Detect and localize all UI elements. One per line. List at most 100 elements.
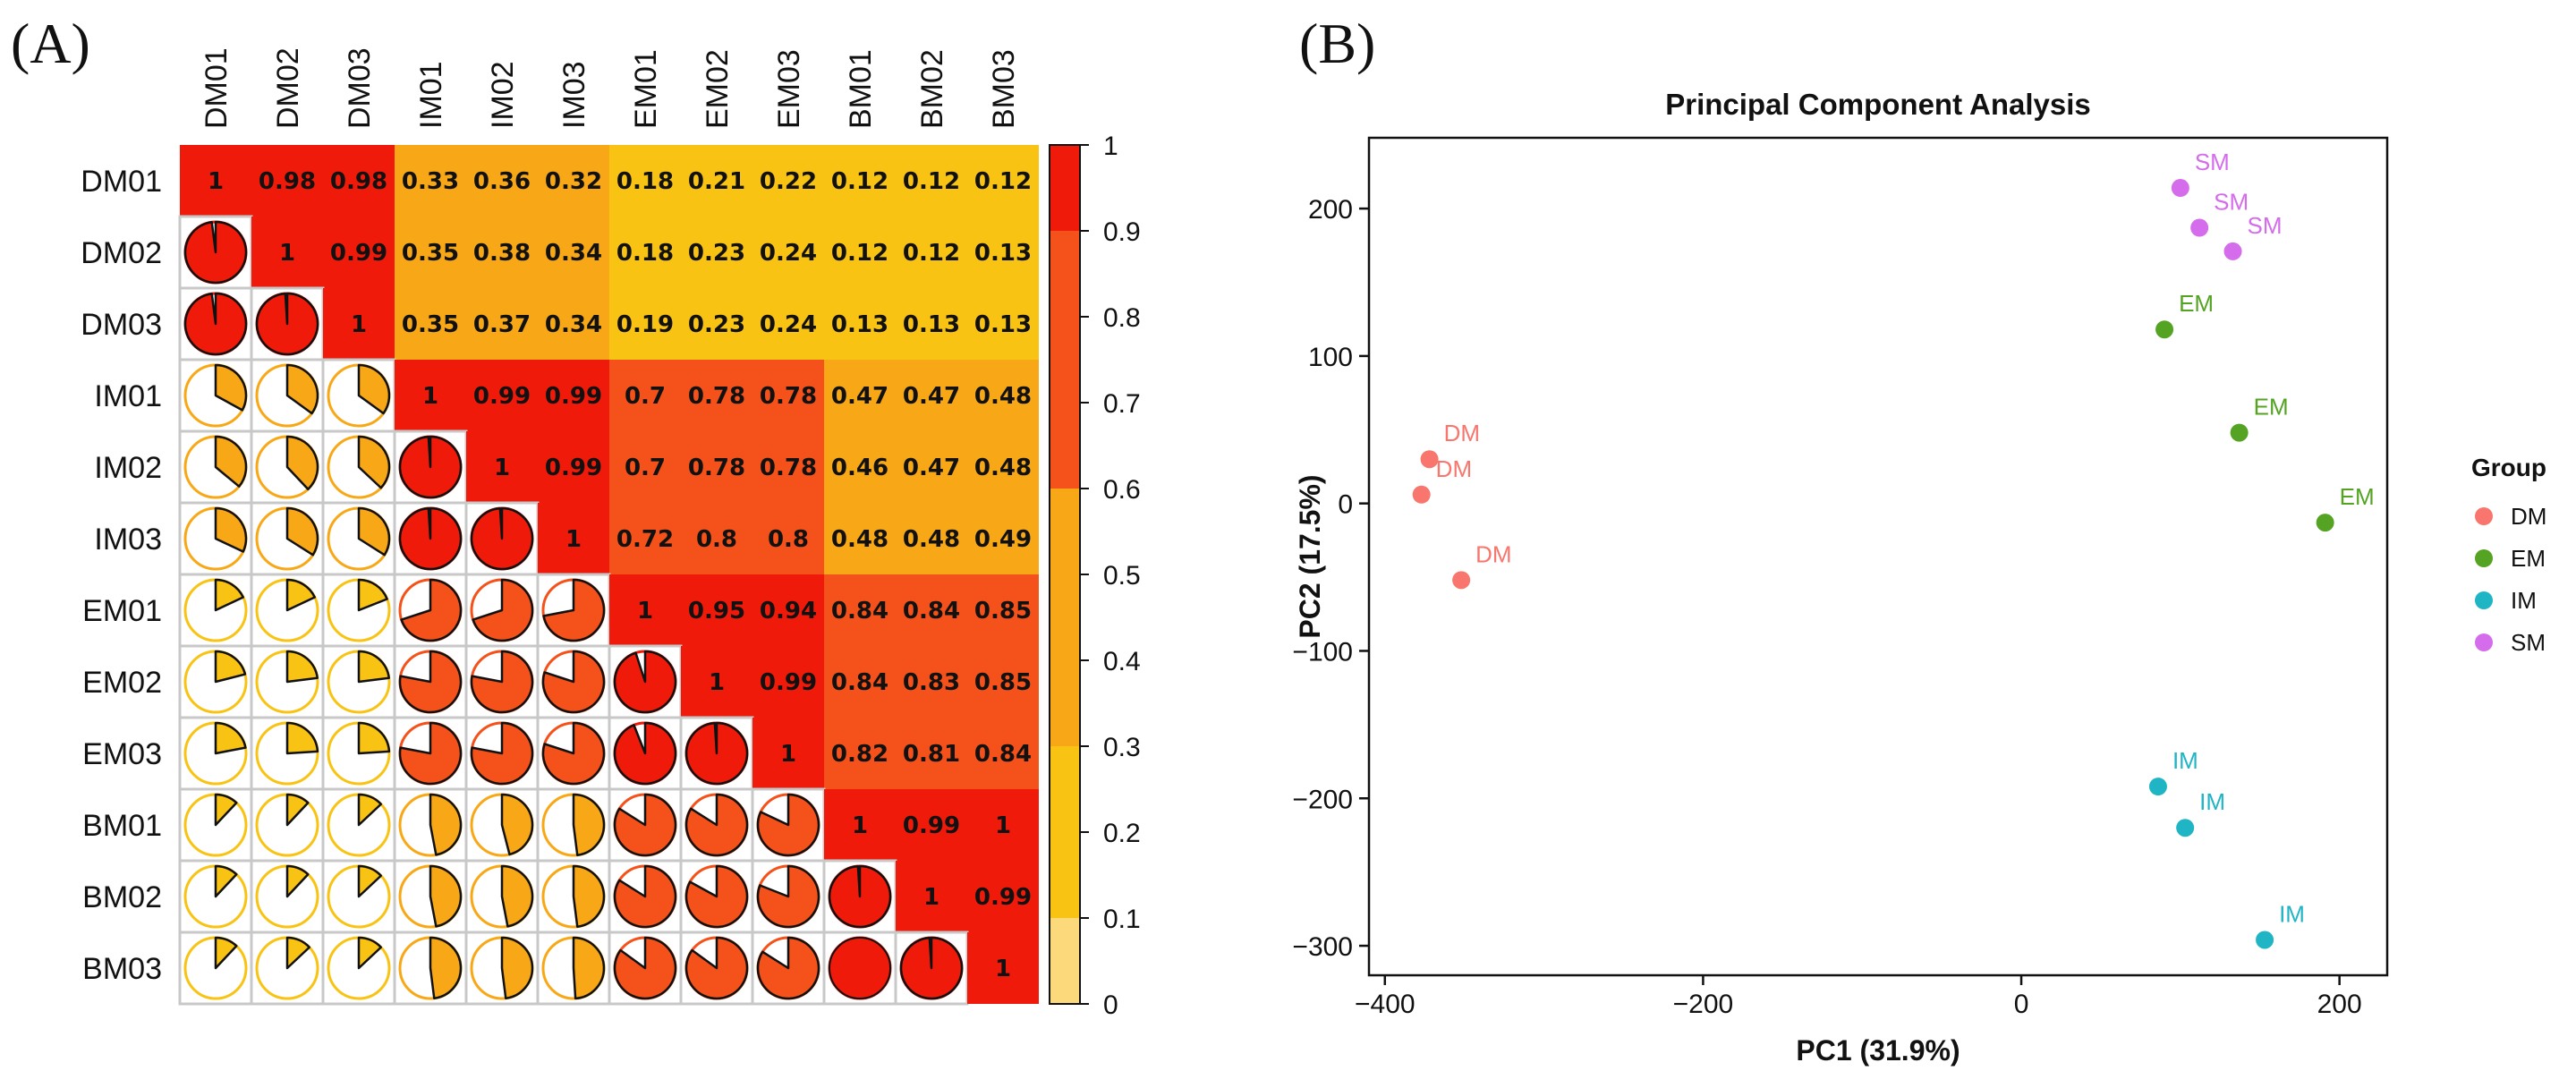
- pie-slice: [255, 292, 319, 356]
- cell-value-label: 0.72: [616, 526, 674, 553]
- pie-slice: [542, 578, 606, 642]
- heatmap-cell: [824, 431, 896, 503]
- heatmap-cell: [752, 503, 824, 574]
- pie-slice: [398, 721, 463, 786]
- cell-value-label: 0.35: [402, 311, 459, 338]
- cell-value-label: 0.78: [688, 383, 745, 410]
- data-point-em: [2316, 514, 2334, 532]
- pie-slice: [285, 864, 310, 898]
- data-point-dm: [1412, 485, 1431, 504]
- cell-value-label: 0.18: [616, 240, 674, 267]
- row-label: DM01: [81, 165, 162, 199]
- data-point-em: [2155, 320, 2174, 339]
- x-axis-label: PC1 (31.9%): [1796, 1034, 1960, 1067]
- pie-slice: [500, 936, 534, 999]
- heatmap-cell: [681, 431, 752, 503]
- pie-slice: [285, 506, 319, 557]
- legend-swatch: [2475, 507, 2493, 525]
- pie-slice: [214, 435, 248, 488]
- cell-value-label: 0.84: [831, 669, 888, 696]
- y-tick-label: 200: [1308, 195, 1353, 225]
- cell-value-label: 0.83: [903, 669, 960, 696]
- colorbar-tick-label: 0.8: [1103, 303, 1141, 333]
- cell-value-label: 0.94: [760, 598, 817, 625]
- data-point-im: [2176, 819, 2195, 837]
- panel-label-a: (A): [11, 12, 90, 75]
- cell-value-label: 0.85: [974, 598, 1032, 625]
- cell-value-label: 0.95: [688, 598, 745, 625]
- heatmap-cell: [824, 718, 896, 789]
- colorbar-segment: [1050, 746, 1080, 918]
- cell-value-label: 0.47: [903, 455, 960, 481]
- pie-slice: [214, 363, 248, 412]
- legend-label: DM: [2511, 503, 2546, 530]
- pie-slice: [684, 721, 749, 786]
- heatmap-cell: [967, 932, 1039, 1004]
- heatmap-cell: [967, 646, 1039, 718]
- column-label: BM02: [915, 49, 949, 129]
- cell-value-label: 0.18: [616, 168, 674, 195]
- heatmap-cell: [967, 718, 1039, 789]
- column-label: BM03: [987, 49, 1021, 129]
- heatmap-cell: [395, 360, 466, 431]
- pie-slice: [214, 793, 238, 827]
- heatmap-cell: [466, 431, 538, 503]
- cell-value-label: 1: [995, 812, 1011, 839]
- row-label: EM02: [82, 666, 162, 700]
- heatmap-cell: [752, 574, 824, 646]
- pie-slice: [357, 936, 383, 970]
- x-tick-label: 0: [2014, 990, 2029, 1019]
- pie-slice: [214, 650, 247, 684]
- pie-slice: [357, 793, 383, 827]
- pie-slice: [357, 721, 391, 755]
- colorbar-tick-label: 1: [1103, 132, 1118, 161]
- cell-value-label: 0.23: [688, 311, 745, 338]
- cell-value-label: 0.8: [696, 526, 737, 553]
- point-label: IM: [2172, 747, 2198, 774]
- cell-value-label: 0.99: [545, 455, 602, 481]
- cell-value-label: 1: [351, 311, 367, 338]
- column-label: EM01: [629, 49, 663, 129]
- heatmap-cell: [609, 145, 681, 217]
- data-point-im: [2256, 931, 2274, 949]
- heatmap-cell: [323, 217, 395, 288]
- heatmap-cell: [609, 217, 681, 288]
- cell-value-label: 0.48: [903, 526, 960, 553]
- heatmap-cell: [896, 360, 967, 431]
- pie-slice: [684, 936, 749, 1000]
- heatmap-cell: [466, 145, 538, 217]
- pie-slice: [572, 864, 606, 928]
- pie-slice: [285, 435, 319, 491]
- heatmap-cell: [609, 574, 681, 646]
- heatmap-cell: [752, 718, 824, 789]
- heatmap-cell: [609, 360, 681, 431]
- heatmap-cell: [824, 288, 896, 360]
- column-label: IM03: [557, 61, 591, 129]
- cell-value-label: 1: [709, 669, 725, 696]
- heatmap-cell: [824, 145, 896, 217]
- pie-slice: [684, 793, 749, 857]
- heatmap-cell: [967, 789, 1039, 861]
- cell-value-label: 0.99: [974, 884, 1032, 911]
- heatmap-cell: [538, 431, 609, 503]
- heatmap-cell: [896, 646, 967, 718]
- heatmap-cell: [896, 861, 967, 932]
- heatmap-cell: [681, 503, 752, 574]
- pie-slice: [500, 793, 534, 856]
- cell-value-label: 1: [995, 956, 1011, 982]
- pie-slice: [285, 936, 311, 970]
- point-label: EM: [2340, 483, 2375, 510]
- heatmap-cell: [538, 145, 609, 217]
- heatmap-cell: [681, 217, 752, 288]
- pie-slice: [756, 793, 820, 857]
- colorbar-segment: [1050, 231, 1080, 489]
- column-label: IM01: [414, 61, 448, 129]
- data-point-dm: [1452, 571, 1471, 590]
- heatmap-cell: [609, 431, 681, 503]
- heatmap-cell: [967, 217, 1039, 288]
- cell-value-label: 0.82: [831, 741, 888, 768]
- x-tick-label: 200: [2317, 990, 2362, 1019]
- heatmap-cell: [180, 145, 251, 217]
- heatmap-cell: [538, 217, 609, 288]
- heatmap-cell: [824, 503, 896, 574]
